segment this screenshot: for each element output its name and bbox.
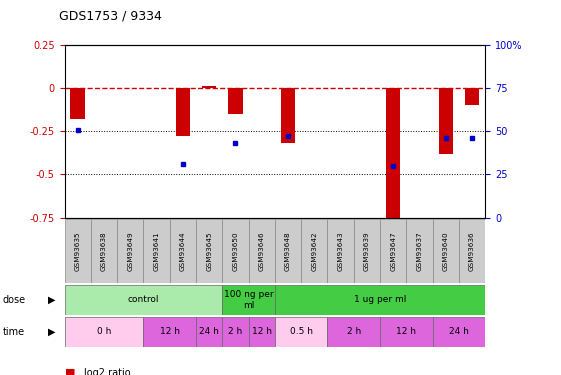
Bar [328, 219, 354, 283]
Bar [249, 317, 275, 347]
Text: GSM93647: GSM93647 [390, 231, 396, 271]
Bar [196, 317, 222, 347]
Bar [65, 285, 222, 315]
Text: GSM93635: GSM93635 [75, 231, 81, 271]
Text: GSM93641: GSM93641 [154, 231, 159, 271]
Bar [144, 317, 196, 347]
Bar [406, 219, 433, 283]
Text: GSM93645: GSM93645 [206, 231, 212, 271]
Text: log2 ratio: log2 ratio [84, 368, 131, 375]
Bar [196, 219, 222, 283]
Text: control: control [128, 296, 159, 304]
Text: GSM93643: GSM93643 [338, 231, 344, 271]
Bar [275, 285, 485, 315]
Text: 0 h: 0 h [97, 327, 111, 336]
Bar [71, 88, 85, 119]
Text: 2 h: 2 h [347, 327, 361, 336]
Bar [117, 219, 144, 283]
Text: 0.5 h: 0.5 h [289, 327, 312, 336]
Bar [65, 317, 144, 347]
Bar [91, 219, 117, 283]
Text: GSM93650: GSM93650 [232, 231, 238, 271]
Bar [433, 317, 485, 347]
Text: 12 h: 12 h [397, 327, 416, 336]
Bar [249, 219, 275, 283]
Bar [202, 86, 217, 88]
Bar [328, 317, 380, 347]
Text: GSM93648: GSM93648 [285, 231, 291, 271]
Text: ■: ■ [65, 368, 75, 375]
Text: GSM93638: GSM93638 [101, 231, 107, 271]
Bar [354, 219, 380, 283]
Text: ▶: ▶ [48, 327, 55, 337]
Bar [144, 219, 169, 283]
Bar [301, 219, 328, 283]
Bar [275, 317, 328, 347]
Bar [380, 317, 433, 347]
Bar [169, 219, 196, 283]
Text: GDS1753 / 9334: GDS1753 / 9334 [59, 9, 162, 22]
Bar [275, 219, 301, 283]
Text: GSM93637: GSM93637 [416, 231, 422, 271]
Text: GSM93642: GSM93642 [311, 231, 318, 271]
Bar [222, 317, 249, 347]
Bar [281, 88, 295, 143]
Bar [439, 88, 453, 154]
Text: time: time [3, 327, 25, 337]
Text: 12 h: 12 h [160, 327, 180, 336]
Text: GSM93639: GSM93639 [364, 231, 370, 271]
Text: GSM93644: GSM93644 [180, 231, 186, 271]
Text: GSM93636: GSM93636 [469, 231, 475, 271]
Bar [222, 285, 275, 315]
Text: 2 h: 2 h [228, 327, 242, 336]
Bar [465, 88, 479, 105]
Text: 24 h: 24 h [199, 327, 219, 336]
Text: 24 h: 24 h [449, 327, 469, 336]
Text: GSM93649: GSM93649 [127, 231, 134, 271]
Text: ▶: ▶ [48, 295, 55, 305]
Bar [386, 88, 401, 230]
Text: GSM93646: GSM93646 [259, 231, 265, 271]
Text: 1 ug per ml: 1 ug per ml [354, 296, 406, 304]
Bar [65, 219, 91, 283]
Bar [459, 219, 485, 283]
Bar [228, 88, 243, 114]
Text: GSM93640: GSM93640 [443, 231, 449, 271]
Bar [433, 219, 459, 283]
Bar [176, 88, 190, 136]
Text: 12 h: 12 h [252, 327, 272, 336]
Text: 100 ng per
ml: 100 ng per ml [224, 290, 273, 310]
Bar [380, 219, 406, 283]
Text: dose: dose [3, 295, 26, 305]
Bar [222, 219, 249, 283]
